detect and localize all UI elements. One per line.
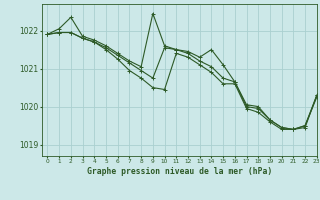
- X-axis label: Graphe pression niveau de la mer (hPa): Graphe pression niveau de la mer (hPa): [87, 167, 272, 176]
